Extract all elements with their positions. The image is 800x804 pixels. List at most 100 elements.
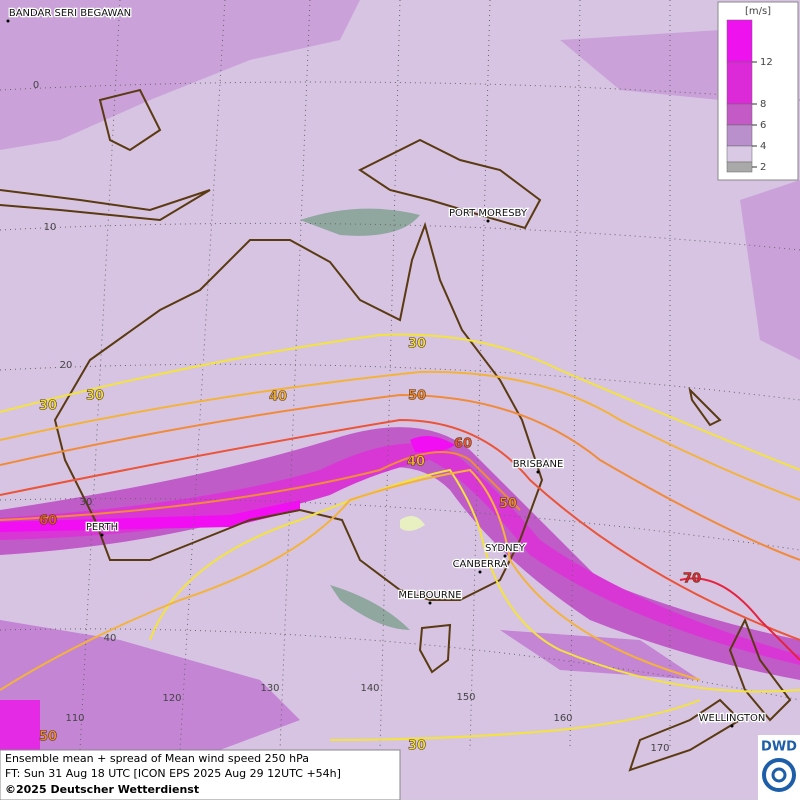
- legend-band: [726, 61, 753, 105]
- city-label: MELBOURNE: [398, 590, 461, 601]
- footer-line: ©2025 Deutscher Wetterdienst: [5, 783, 199, 796]
- city-label: PORT MORESBY: [449, 208, 528, 219]
- city-dot: [478, 570, 482, 574]
- legend-band: [726, 19, 753, 63]
- spread-area: [740, 180, 800, 360]
- australia: [53, 221, 544, 601]
- contour-label: 30: [408, 739, 426, 754]
- city-dot: [536, 470, 540, 474]
- longitude-label: 110: [65, 713, 84, 724]
- footer: [0, 749, 401, 801]
- grid-line: [0, 363, 800, 401]
- latitude-label: 10: [44, 222, 57, 233]
- grid-line: [0, 222, 800, 251]
- calm-area: [400, 516, 425, 531]
- legend-bands: 12 8 6 4 2: [726, 19, 773, 173]
- legend-tick-label: 6: [760, 120, 766, 131]
- city-dot: [486, 219, 490, 223]
- graticule: [0, 0, 800, 751]
- latitude-label: 20: [60, 360, 73, 371]
- island: [98, 88, 162, 152]
- island: [0, 189, 211, 222]
- contour-label: 70: [683, 572, 701, 587]
- longitude-label: 170: [650, 743, 669, 754]
- contour-label: 40: [407, 455, 425, 470]
- spread-area: [500, 630, 700, 680]
- city-dot: [428, 601, 432, 605]
- grid-line: [0, 81, 800, 101]
- logo: DWD: [761, 740, 797, 755]
- legend-tick-label: 2: [760, 162, 766, 173]
- longitude-label: 130: [260, 683, 279, 694]
- city-label: SYDNEY: [485, 543, 526, 554]
- calm-area: [300, 208, 420, 236]
- legend-unit: [m/s]: [745, 6, 771, 17]
- calm-area: [330, 585, 410, 630]
- grid-line: [0, 498, 800, 551]
- latitude-label: 0: [33, 80, 39, 91]
- jet-max: [410, 436, 455, 453]
- city-label: CANBERRA: [453, 559, 508, 570]
- latitude-label: 30: [80, 497, 93, 508]
- city-dot: [730, 724, 734, 728]
- grid-line: [569, 0, 581, 751]
- city-label: WELLINGTON: [699, 713, 766, 724]
- contour-30: [329, 699, 701, 741]
- contour-70: [679, 577, 800, 661]
- contour-label: 50: [39, 730, 57, 745]
- spread-area: [0, 620, 300, 750]
- city-label: PERTH: [86, 522, 118, 533]
- legend-band: [726, 103, 753, 126]
- island: [688, 386, 722, 427]
- tasmania: [418, 623, 452, 674]
- longitude-label: 150: [456, 692, 475, 703]
- city-dot: [100, 533, 104, 537]
- contours: [0, 333, 800, 741]
- legend-band: [726, 161, 753, 173]
- logo-icon: [762, 758, 796, 792]
- longitude-label: 120: [162, 693, 181, 704]
- contour-label: 30: [86, 389, 104, 404]
- longitude-label: 160: [553, 713, 572, 724]
- legend-band: [726, 145, 753, 163]
- contour-40: [0, 468, 701, 691]
- contour-50: [0, 451, 521, 521]
- grid-line: [79, 0, 121, 751]
- new-zealand: [728, 617, 792, 722]
- contour-60: [0, 418, 800, 641]
- contour-40: [0, 370, 800, 501]
- jet-core: [0, 443, 800, 665]
- spread-area: [0, 0, 360, 150]
- contour-30: [149, 468, 800, 693]
- coastlines: [0, 88, 792, 772]
- city-label: BRISBANE: [513, 459, 564, 470]
- legend-tick-label: 12: [760, 57, 773, 68]
- legend-tick-label: 4: [760, 141, 766, 152]
- footer-line: Ensemble mean + spread of Mean wind spee…: [5, 752, 309, 765]
- city-dot: [6, 19, 10, 23]
- contour-label: 60: [39, 514, 57, 529]
- spread-area: [560, 30, 720, 100]
- new-zealand: [628, 698, 742, 772]
- contour-50: [0, 393, 800, 561]
- grid-line: [0, 628, 800, 701]
- contour-label: 60: [454, 437, 472, 452]
- spread-area: [0, 700, 40, 750]
- contour-label: 50: [408, 389, 426, 404]
- city-dot: [503, 554, 507, 558]
- jet-max: [0, 500, 300, 532]
- new-guinea: [358, 138, 542, 230]
- contour-30: [0, 333, 800, 471]
- footer-line: FT: Sun 31 Aug 18 UTC [ICON EPS 2025 Aug…: [5, 767, 341, 780]
- legend-tick-label: 8: [760, 99, 766, 110]
- grid-line: [179, 0, 226, 751]
- contour-label: 30: [408, 337, 426, 352]
- legend-band: [726, 124, 753, 147]
- contour-label: 50: [499, 497, 517, 512]
- city-label: BANDAR SERI BEGAWAN: [9, 8, 131, 19]
- grid-line: [279, 0, 311, 751]
- contour-label: 40: [269, 390, 287, 405]
- contour-label: 30: [39, 399, 57, 414]
